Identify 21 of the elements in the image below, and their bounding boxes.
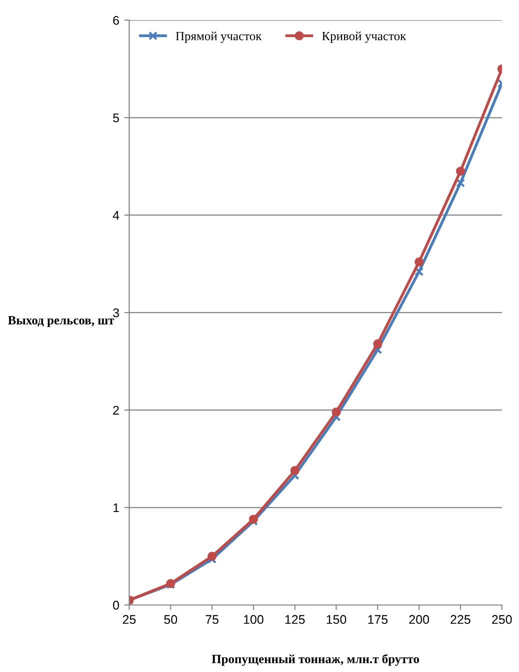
y-tick-label: 5	[113, 114, 119, 122]
legend-label: Кривой участок	[322, 32, 406, 43]
x-axis-title: Пропущенный тоннаж, млн.т брутто	[212, 654, 420, 666]
y-tick-label: 3	[113, 308, 119, 318]
legend-label: Прямой участок	[176, 32, 262, 43]
x-tick-label: 200	[409, 615, 430, 624]
y-tick-label: 2	[113, 406, 119, 415]
y-axis-title: Выход рельсов, шт	[8, 316, 114, 328]
x-tick-label: 100	[244, 615, 264, 624]
x-tick-label: 25	[122, 615, 136, 624]
x-tick-label: 175	[368, 615, 388, 624]
y-tick-label: 6	[113, 16, 119, 25]
x-tick-label: 250	[492, 615, 512, 624]
y-tick-label: 1	[114, 503, 119, 512]
y-tick-label: 0	[113, 600, 120, 610]
x-tick-label: 50	[164, 615, 178, 624]
x-tick-label: 150	[326, 615, 346, 624]
y-tick-label: 4	[112, 211, 120, 220]
x-tick-label: 75	[206, 615, 218, 624]
x-tick-label: 125	[285, 615, 305, 624]
x-tick-label: 225	[450, 615, 470, 624]
